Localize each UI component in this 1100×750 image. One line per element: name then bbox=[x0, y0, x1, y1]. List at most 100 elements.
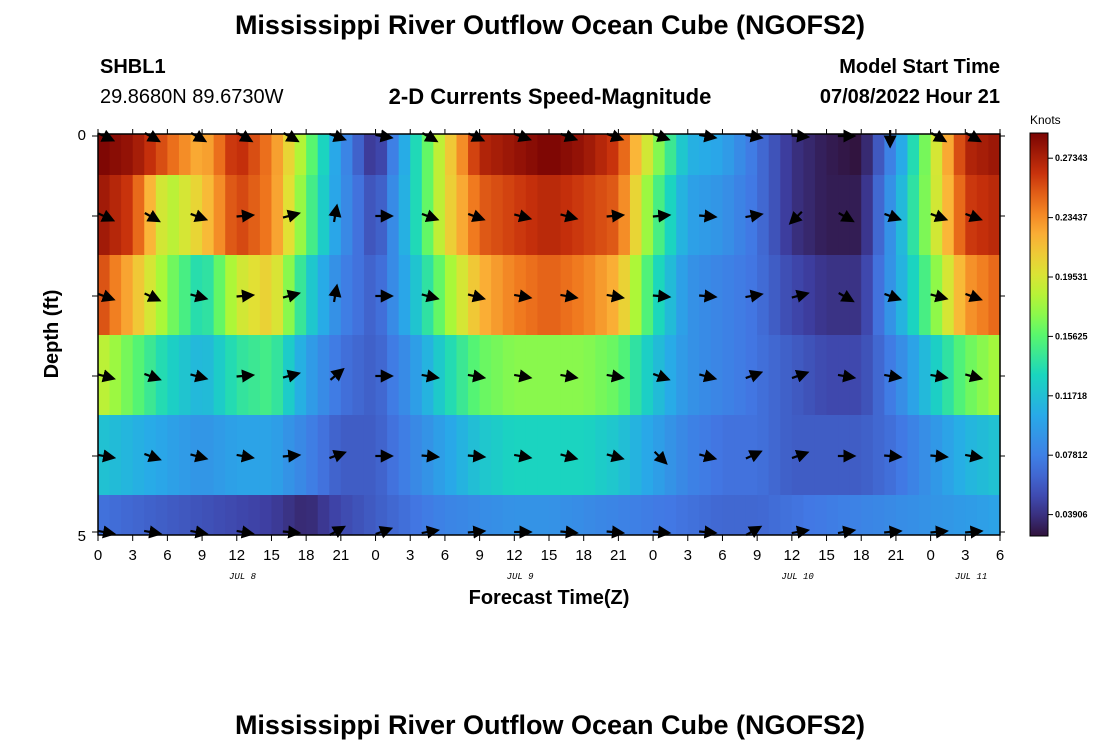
heatmap-cell bbox=[953, 335, 966, 415]
heatmap-cell bbox=[595, 415, 608, 495]
heatmap-cell bbox=[757, 415, 770, 495]
heatmap-cell bbox=[283, 134, 296, 175]
heatmap-cell bbox=[722, 175, 735, 255]
heatmap-cell bbox=[375, 134, 388, 175]
heatmap-cell bbox=[468, 495, 481, 535]
heatmap-cell bbox=[814, 415, 828, 495]
heatmap-cell bbox=[895, 335, 909, 415]
heatmap-cell bbox=[433, 134, 446, 175]
heatmap-cell bbox=[352, 255, 365, 335]
heatmap-cells bbox=[98, 134, 1001, 535]
heatmap-cell bbox=[976, 175, 990, 255]
heatmap-cell bbox=[953, 134, 966, 175]
heatmap-cell bbox=[618, 134, 631, 175]
heatmap-cell bbox=[780, 175, 793, 255]
current-direction-arrow bbox=[965, 209, 983, 222]
heatmap-cell bbox=[953, 415, 966, 495]
current-direction-arrow bbox=[837, 525, 857, 539]
current-direction-arrow bbox=[560, 525, 579, 539]
heatmap-cell bbox=[791, 495, 805, 535]
heatmap-cell bbox=[803, 255, 816, 335]
current-direction-arrow bbox=[560, 449, 579, 463]
heatmap-cell bbox=[988, 175, 1001, 255]
current-direction-arrow bbox=[282, 525, 302, 539]
heatmap-cell bbox=[907, 175, 920, 255]
current-direction-arrow bbox=[884, 449, 903, 463]
heatmap-cell bbox=[271, 255, 284, 335]
heatmap-cell bbox=[780, 495, 793, 535]
current-direction-arrow bbox=[838, 209, 855, 223]
heatmap-cell bbox=[699, 495, 712, 535]
current-direction-arrow bbox=[791, 370, 810, 383]
heatmap-cell bbox=[491, 175, 504, 255]
heatmap-cell bbox=[236, 134, 249, 175]
current-direction-arrow bbox=[791, 525, 811, 539]
heatmap-cell bbox=[468, 134, 481, 175]
heatmap-cell bbox=[826, 134, 839, 175]
heatmap-cell bbox=[213, 415, 226, 495]
heatmap-cell bbox=[976, 495, 990, 535]
heatmap-cell bbox=[178, 415, 192, 495]
heatmap-cell bbox=[583, 175, 596, 255]
current-direction-arrow bbox=[236, 369, 256, 383]
current-direction-arrow bbox=[964, 449, 984, 463]
heatmap-cell bbox=[734, 335, 747, 415]
heatmap-cell bbox=[248, 415, 261, 495]
heatmap-cell bbox=[306, 175, 319, 255]
heatmap-cell bbox=[456, 335, 469, 415]
current-direction-arrow bbox=[236, 525, 255, 539]
x-tick-label: 9 bbox=[475, 547, 483, 564]
heatmap-cell bbox=[525, 175, 539, 255]
footer-title: Mississippi River Outflow Ocean Cube (NG… bbox=[234, 710, 866, 740]
current-direction-arrow bbox=[884, 369, 903, 383]
x-tick-label: 12 bbox=[228, 547, 245, 564]
heatmap-cell bbox=[98, 134, 111, 175]
model-start-label: Model Start Time bbox=[839, 56, 1000, 78]
heatmap-cell bbox=[444, 175, 458, 255]
current-direction-arrow bbox=[97, 449, 117, 463]
x-tick-label: 0 bbox=[371, 547, 379, 564]
heatmap-cell bbox=[525, 495, 539, 535]
heatmap-cell bbox=[988, 255, 1001, 335]
heatmap-cell bbox=[618, 415, 631, 495]
current-direction-arrow bbox=[236, 209, 256, 223]
heatmap-cell bbox=[687, 335, 700, 415]
current-direction-arrow bbox=[745, 450, 763, 463]
heatmap-cell bbox=[456, 415, 469, 495]
heatmap-cell bbox=[294, 335, 307, 415]
heatmap-cell bbox=[132, 175, 145, 255]
heatmap-cell bbox=[734, 134, 747, 175]
heatmap-cell bbox=[202, 335, 215, 415]
heatmap-cell bbox=[259, 335, 273, 415]
heatmap-cell bbox=[895, 175, 909, 255]
colorbar-tick-label: 0.03906 bbox=[1055, 510, 1088, 520]
heatmap-cell bbox=[225, 255, 238, 335]
current-direction-arrow bbox=[421, 369, 440, 383]
heatmap-cell bbox=[433, 175, 446, 255]
heatmap-cell bbox=[907, 415, 920, 495]
heatmap-cell bbox=[502, 175, 515, 255]
heatmap-cell bbox=[930, 495, 943, 535]
heatmap-cell bbox=[641, 415, 654, 495]
current-direction-arrow bbox=[745, 289, 764, 303]
heatmap-cell bbox=[549, 415, 562, 495]
heatmap-cell bbox=[572, 175, 585, 255]
current-direction-arrow bbox=[236, 449, 255, 463]
heatmap-cell bbox=[560, 495, 573, 535]
current-direction-arrow bbox=[328, 203, 342, 223]
heatmap-cell bbox=[549, 175, 562, 255]
heatmap-cell bbox=[121, 335, 134, 415]
heatmap-cell bbox=[537, 495, 550, 535]
heatmap-cell bbox=[629, 335, 643, 415]
heatmap-cell bbox=[826, 495, 839, 535]
heatmap-cell bbox=[907, 255, 920, 335]
heatmap-cell bbox=[213, 175, 226, 255]
heatmap-cell bbox=[745, 134, 758, 175]
heatmap-cell bbox=[190, 134, 203, 175]
y-tick-label: 0 bbox=[78, 127, 86, 144]
heatmap-cell bbox=[930, 134, 943, 175]
heatmap-cell bbox=[271, 335, 284, 415]
heatmap-cell bbox=[225, 495, 238, 535]
heatmap-cell bbox=[363, 335, 377, 415]
current-direction-arrow bbox=[745, 129, 764, 143]
